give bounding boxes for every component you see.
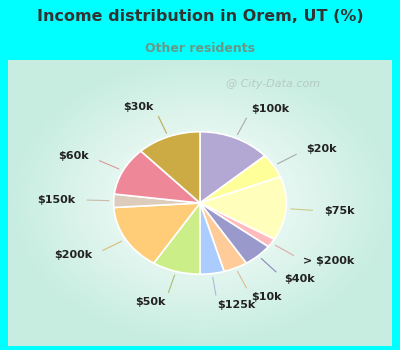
Wedge shape (200, 156, 280, 203)
Text: $100k: $100k (251, 104, 290, 114)
Wedge shape (200, 203, 268, 263)
Text: $150k: $150k (37, 195, 75, 205)
Wedge shape (200, 203, 224, 274)
Text: $40k: $40k (284, 274, 315, 284)
Wedge shape (114, 151, 200, 203)
Text: Other residents: Other residents (145, 42, 255, 55)
Text: $50k: $50k (135, 297, 165, 307)
Text: $125k: $125k (218, 300, 256, 310)
Text: Income distribution in Orem, UT (%): Income distribution in Orem, UT (%) (37, 9, 363, 24)
Text: $60k: $60k (58, 151, 89, 161)
Wedge shape (200, 177, 286, 239)
Text: $200k: $200k (54, 250, 92, 260)
Wedge shape (114, 203, 200, 263)
Wedge shape (200, 203, 246, 272)
Text: $10k: $10k (251, 292, 282, 302)
Wedge shape (154, 203, 200, 274)
Wedge shape (141, 132, 200, 203)
Wedge shape (200, 132, 265, 203)
Text: $75k: $75k (324, 206, 355, 216)
Text: @ City-Data.com: @ City-Data.com (226, 79, 320, 89)
Text: > $200k: > $200k (303, 256, 354, 266)
Wedge shape (114, 194, 200, 208)
Text: $20k: $20k (306, 144, 337, 154)
Text: $30k: $30k (124, 102, 154, 112)
Wedge shape (200, 203, 274, 247)
